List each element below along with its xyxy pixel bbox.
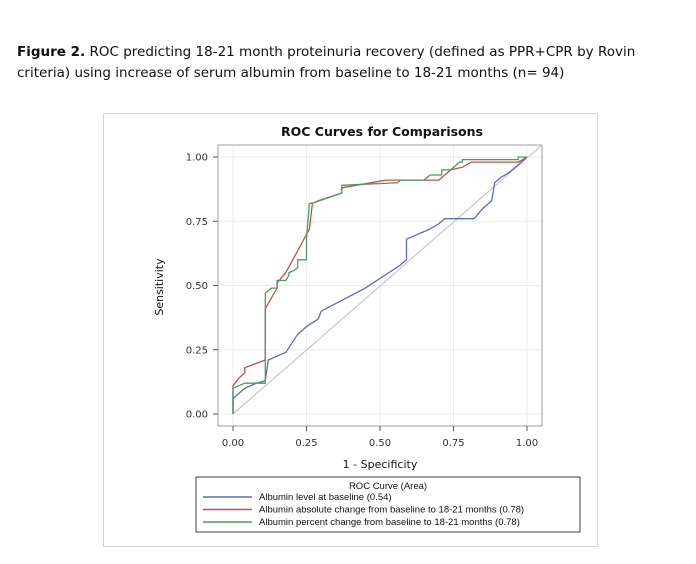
legend-label-2: Albumin absolute change from baseline to… — [259, 505, 524, 516]
caption-label: Figure 2. — [17, 44, 86, 60]
legend-box — [195, 476, 581, 533]
y-tick-label: 0.00 — [186, 410, 208, 421]
legend-title: ROC Curve (Area) — [349, 481, 427, 492]
x-axis-ticks: 0.00 0.25 0.50 0.75 1.00 — [222, 426, 538, 449]
series-layer — [232, 156, 528, 414]
chart-title: ROC Curves for Comparisons — [281, 124, 483, 139]
legend-label-3: Albumin percent change from baseline to … — [259, 517, 520, 528]
legend-label-1: Albumin level at baseline (0.54) — [259, 492, 392, 503]
x-tick-label: 0.50 — [369, 438, 391, 449]
x-tick-label: 0.75 — [442, 438, 464, 449]
x-axis-title: 1 - Specificity — [343, 458, 418, 471]
y-tick-label: 0.25 — [186, 345, 208, 356]
reference-diagonal — [232, 144, 543, 415]
x-tick-label: 1.00 — [516, 438, 538, 449]
caption-text: ROC predicting 18-21 month proteinuria r… — [17, 44, 636, 81]
x-tick-label: 0.00 — [222, 438, 244, 449]
grid — [218, 145, 542, 426]
y-axis-title: Sensitivity — [153, 258, 166, 316]
roc-series-line-1 — [232, 156, 528, 414]
x-tick-label: 0.25 — [295, 438, 317, 449]
legend-items: Albumin level at baseline (0.54) Albumin … — [203, 492, 524, 528]
y-tick-label: 0.75 — [186, 217, 208, 228]
roc-series-line-3 — [232, 156, 527, 414]
y-axis-ticks: 0.00 0.25 0.50 0.75 1.00 — [186, 153, 218, 421]
figure-caption: Figure 2. ROC predicting 18-21 month pro… — [17, 42, 677, 84]
legend: ROC Curve (Area) Albumin level at baseli… — [195, 476, 581, 533]
y-tick-label: 0.50 — [186, 281, 208, 292]
y-tick-label: 1.00 — [186, 153, 208, 164]
